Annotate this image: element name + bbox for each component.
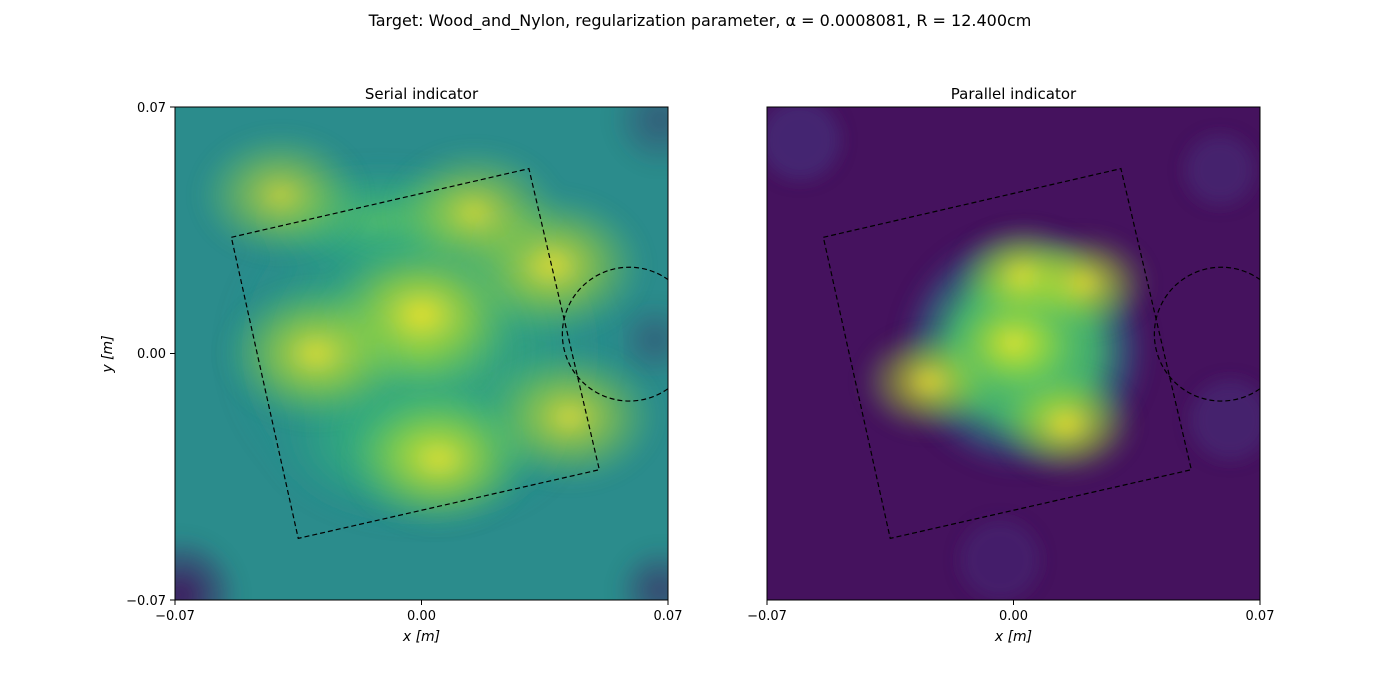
- overlay-square-parallel: [822, 167, 1193, 540]
- parallel-hotspots: [859, 222, 1152, 479]
- serial-hotspots: [196, 130, 661, 531]
- figure-suptitle: Target: Wood_and_Nylon, regularization p…: [368, 11, 1032, 31]
- serial-dark-corner-2: [615, 545, 668, 600]
- x-tick-label: 0.07: [654, 609, 683, 624]
- x-tick-label: −0.07: [747, 609, 787, 624]
- x-tick-label: 0.00: [999, 609, 1028, 624]
- serial-dark-right: [615, 300, 668, 380]
- y-axis-label-serial: y [m]: [100, 335, 116, 373]
- y-tick-label: 0.00: [137, 347, 166, 362]
- panel-title-serial: Serial indicator: [365, 85, 479, 103]
- overlay-serial: [230, 167, 668, 540]
- overlay-circle-parallel: [1153, 266, 1260, 402]
- heatmap-hotspot: [221, 281, 410, 426]
- parallel-tint: [1185, 135, 1255, 205]
- x-tick-label: 0.00: [407, 609, 436, 624]
- panel-parallel: Parallel indicator −0.07 0.00 0.07 x [m]: [747, 85, 1275, 645]
- panel-title-parallel: Parallel indicator: [951, 85, 1077, 103]
- x-axis-label-serial: x [m]: [402, 629, 440, 645]
- parallel-tint: [1190, 380, 1260, 460]
- x-axis-label-parallel: x [m]: [994, 629, 1032, 645]
- panel-serial: Serial indicator −0.07 0.00 0.07: [100, 85, 683, 645]
- heatmap-parallel: [767, 107, 1260, 600]
- heatmap-hotspot: [478, 347, 661, 487]
- heatmap-hotspot: [1016, 230, 1152, 336]
- y-tick-label: −0.07: [126, 594, 166, 609]
- heatmap-hotspot: [859, 328, 999, 436]
- serial-dark-corner-3: [610, 107, 668, 170]
- y-tick-label: 0.07: [137, 101, 166, 116]
- x-tick-label: −0.07: [155, 609, 195, 624]
- heatmap-hotspot: [994, 368, 1138, 479]
- parallel-tint: [767, 107, 840, 180]
- overlay-parallel: [822, 167, 1260, 540]
- serial-dark-corner: [175, 535, 240, 600]
- overlay-square-serial: [230, 167, 601, 540]
- heatmap-serial: [175, 107, 668, 600]
- heatmap-hotspot: [386, 145, 562, 280]
- overlay-circle-serial: [561, 266, 668, 402]
- parallel-tint: [960, 520, 1040, 600]
- x-tick-label: 0.07: [1246, 609, 1275, 624]
- heatmap-hotspot: [196, 130, 365, 260]
